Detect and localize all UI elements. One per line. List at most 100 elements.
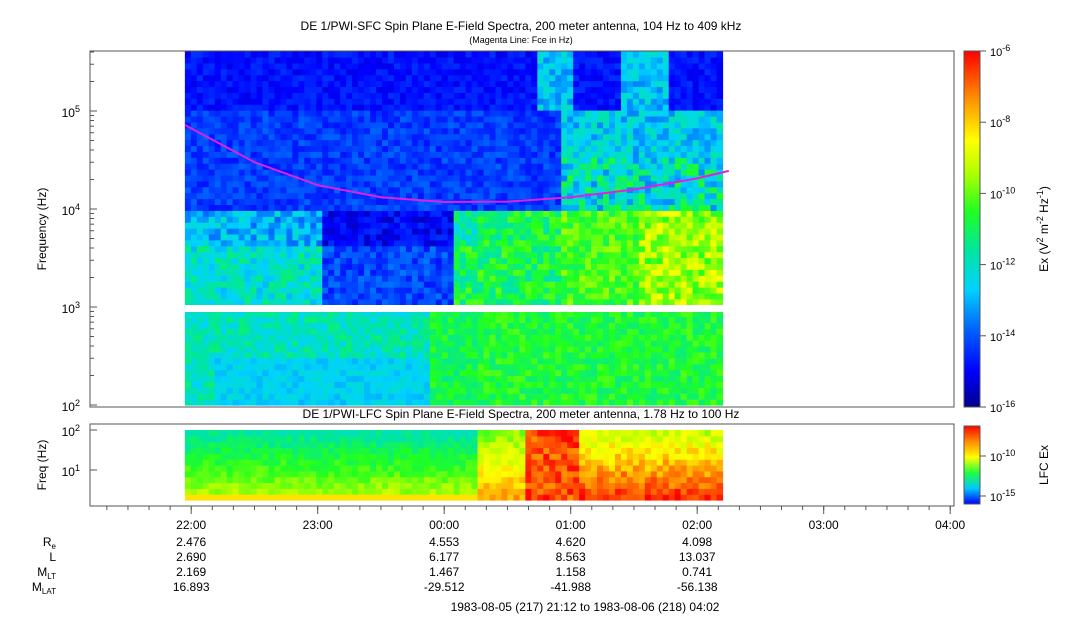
spectrogram-cell [597, 393, 604, 400]
spectrogram-cell [429, 287, 437, 294]
spectrogram-cell [274, 369, 282, 377]
spectrogram-cell [268, 92, 276, 99]
spectrogram-cell [453, 322, 461, 329]
spectrogram-cell [328, 110, 335, 117]
spectrogram-cell [358, 245, 365, 253]
spectrogram-cell [644, 375, 652, 382]
spectrogram-cell [531, 174, 538, 182]
spectrogram-cell [459, 98, 467, 105]
spectrogram-cell [561, 86, 568, 93]
spectrogram-cell [489, 381, 497, 388]
spectrogram-cell [626, 375, 634, 382]
spectrogram-cell [340, 334, 347, 341]
spectrogram-cell [585, 239, 592, 247]
spectrogram-cell [304, 387, 311, 394]
spectrogram-cell [603, 98, 610, 105]
spectrogram-cell [626, 180, 634, 188]
spectrogram-cell [597, 115, 604, 123]
spectrogram-cell [202, 357, 210, 365]
spectrogram-cell [208, 51, 216, 58]
spectrogram-cell [411, 192, 419, 200]
spectrogram-cell [322, 56, 329, 64]
spectrogram-cell [603, 62, 610, 70]
spectrogram-cell [626, 68, 634, 76]
spectrogram-cell [668, 287, 676, 294]
spectrogram-cell [256, 239, 264, 247]
spectrogram-cell [662, 51, 670, 58]
spectrogram-cell [405, 381, 413, 388]
spectrogram-cell [346, 340, 353, 347]
spectrogram-cell [573, 169, 580, 176]
spectrogram-cell [280, 80, 288, 88]
spectrogram-cell [447, 210, 455, 217]
spectrogram-cell [632, 163, 640, 170]
spectrogram-cell [477, 369, 485, 377]
spectrogram-cell [190, 275, 198, 282]
spectrogram-cell [399, 68, 407, 76]
spectrogram-cell [644, 393, 652, 400]
spectrogram-cell [376, 387, 383, 394]
spectrogram-cell [453, 204, 461, 211]
spectrogram-cell [417, 245, 425, 253]
spectrogram-cell [483, 127, 491, 135]
spectrogram-cell [364, 245, 371, 253]
spectrogram-cell [495, 92, 503, 99]
spectrogram-cell [262, 287, 270, 294]
spectrogram-cell [340, 245, 347, 253]
spectrogram-cell [632, 139, 640, 147]
spectrogram-cell [674, 121, 682, 129]
spectrogram-cell [597, 245, 604, 253]
spectrogram-cell [322, 145, 329, 152]
spectrogram-cell [268, 310, 276, 318]
spectrogram-cell [322, 328, 329, 335]
spectrogram-cell [585, 186, 592, 194]
spectrogram-cell [662, 340, 670, 347]
spectrogram-cell [531, 322, 538, 329]
spectrogram-cell [214, 92, 222, 99]
spectrogram-cell [304, 287, 311, 294]
spectrogram-cell [387, 151, 395, 158]
spectrogram-cell [328, 228, 335, 235]
spectrogram-cell [537, 145, 544, 152]
spectrogram-cell [441, 287, 449, 294]
spectrogram-cell [441, 281, 449, 288]
spectrogram-cell [465, 263, 473, 270]
spectrogram-cell [609, 363, 616, 371]
spectrogram-cell [184, 104, 192, 111]
spectrogram-cell [441, 145, 449, 152]
spectrogram-cell [525, 110, 532, 117]
spectrogram-cell [358, 399, 365, 406]
spectrogram-cell [352, 210, 359, 217]
spectrogram-cell [202, 92, 210, 99]
spectrogram-cell [680, 357, 688, 365]
spectrogram-cell [364, 381, 371, 388]
spectrogram-cell [280, 298, 288, 306]
spectrogram-cell [399, 346, 407, 353]
spectrogram-cell [346, 121, 353, 129]
spectrogram-cell [632, 351, 640, 359]
spectrogram-cell [244, 56, 252, 64]
spectrogram-cell [489, 186, 497, 194]
spectrogram-cell [620, 62, 628, 70]
spectrogram-cell [214, 328, 222, 335]
spectrogram-cell [620, 169, 628, 176]
spectrogram-cell [220, 192, 228, 200]
spectrogram-cell [214, 133, 222, 141]
spectrogram-cell [537, 369, 544, 377]
spectrogram-cell [220, 169, 228, 176]
spectrogram-cell [322, 381, 329, 388]
spectrogram-cell [244, 68, 252, 76]
spectrogram-cell [555, 393, 562, 400]
spectrogram-cell [656, 174, 664, 182]
spectrogram-cell [609, 169, 616, 176]
spectrogram-cell [190, 351, 198, 359]
spectrogram-cell [668, 399, 676, 406]
spectrogram-cell [537, 263, 544, 270]
spectrogram-cell [411, 133, 419, 141]
spectrogram-cell [519, 393, 526, 400]
spectrogram-cell [352, 62, 359, 70]
spectrogram-cell [316, 369, 323, 377]
spectrogram-cell [286, 180, 293, 188]
spectrogram-cell [268, 381, 276, 388]
spectrogram-cell [489, 328, 497, 335]
